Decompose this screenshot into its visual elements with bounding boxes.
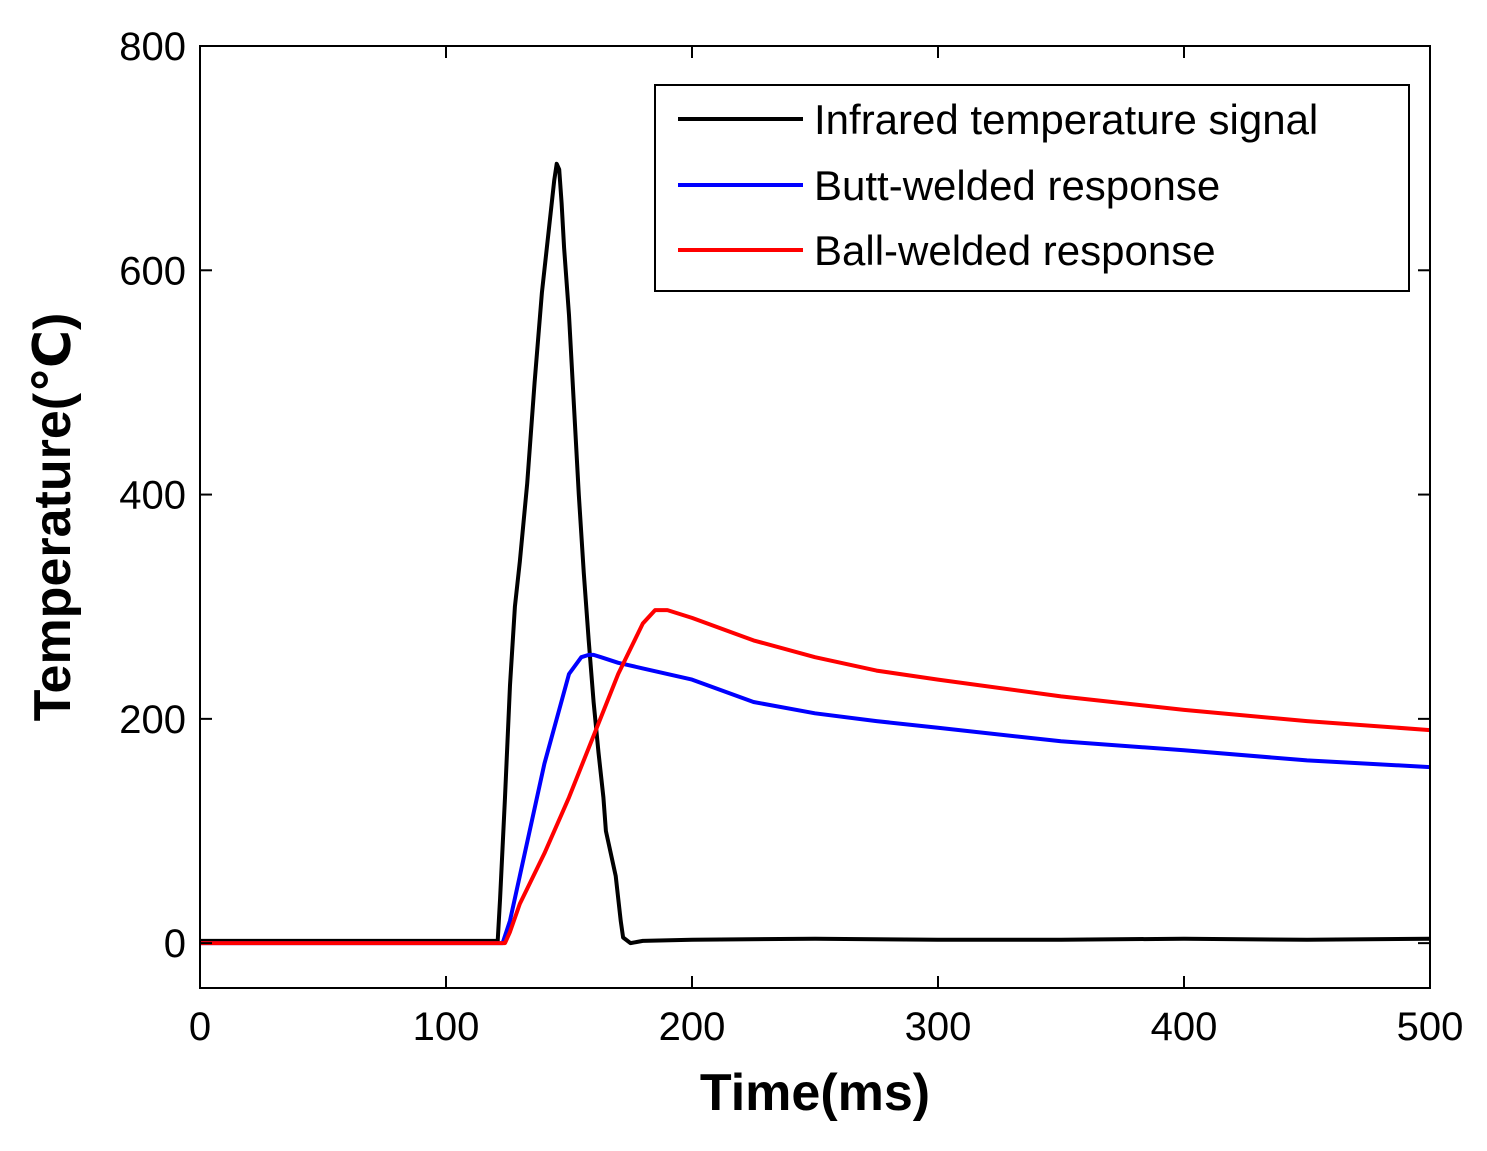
x-tick-label: 0 — [189, 1005, 211, 1049]
series-line-ball-welded — [200, 608, 1431, 946]
legend: Infrared temperature signal Butt-welded … — [654, 84, 1410, 292]
x-tick-label: 200 — [659, 1005, 726, 1049]
legend-label-ball-welded: Ball-welded response — [814, 227, 1216, 274]
y-tick-label: 800 — [119, 25, 186, 69]
y-axis-label: Temperature(℃) — [24, 313, 82, 722]
plot-frame — [199, 45, 1431, 989]
series-line-infrared — [200, 161, 1431, 946]
y-tick-label: 400 — [119, 474, 186, 518]
y-tick-label: 0 — [164, 922, 186, 966]
legend-label-infrared: Infrared temperature signal — [814, 96, 1318, 143]
series-line-butt-welded — [200, 652, 1431, 946]
x-tick-label: 300 — [905, 1005, 972, 1049]
ticks-layer: 0 100 200 300 400 500 0 200 400 600 800 — [119, 25, 1463, 1049]
series-layer — [200, 161, 1431, 946]
x-tick-label: 400 — [1151, 1005, 1218, 1049]
x-axis-label: Time(ms) — [700, 1064, 930, 1122]
y-tick-label: 200 — [119, 698, 186, 742]
x-tick-label: 100 — [413, 1005, 480, 1049]
legend-label-butt-welded: Butt-welded response — [814, 162, 1220, 209]
x-tick-label: 500 — [1397, 1005, 1464, 1049]
y-tick-label: 600 — [119, 249, 186, 293]
